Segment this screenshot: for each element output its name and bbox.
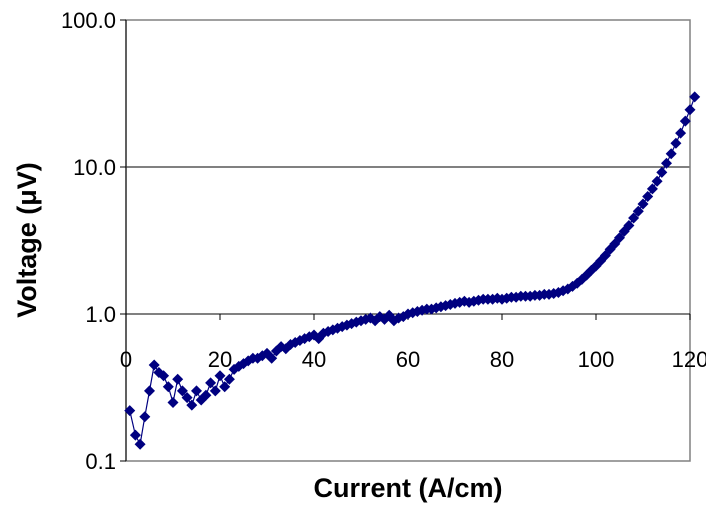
data-point — [665, 148, 677, 160]
data-point — [219, 381, 231, 393]
data-point — [646, 183, 658, 195]
data-point — [661, 157, 672, 169]
y-tick-label: 0.1 — [85, 449, 116, 474]
data-point — [144, 385, 155, 397]
data-point — [148, 359, 160, 371]
data-point — [176, 385, 188, 397]
data-point — [205, 377, 217, 389]
data-point — [167, 397, 179, 409]
x-tick-label: 40 — [302, 347, 326, 372]
data-point — [675, 127, 687, 139]
data-point — [191, 385, 202, 397]
y-tick-label: 1.0 — [85, 302, 116, 327]
data-point — [214, 370, 226, 382]
data-point — [679, 115, 691, 127]
x-axis-title: Current (A/cm) — [313, 473, 502, 503]
data-point — [651, 175, 663, 187]
data-point — [266, 352, 278, 364]
x-tick-label: 0 — [120, 347, 132, 372]
data-point — [158, 370, 170, 382]
y-axis-title: Voltage (μV) — [12, 162, 42, 318]
data-point — [186, 399, 198, 411]
x-tick-label: 20 — [208, 347, 232, 372]
data-point — [642, 190, 654, 202]
data-point — [129, 429, 141, 441]
data-point — [139, 411, 151, 423]
data-series — [124, 91, 701, 450]
data-point — [632, 205, 644, 217]
data-point — [209, 385, 221, 397]
data-point — [637, 198, 649, 210]
data-point — [181, 392, 193, 404]
y-tick-label: 100.0 — [61, 8, 116, 33]
data-point — [162, 381, 174, 393]
data-point — [670, 137, 682, 149]
y-tick-label: 10.0 — [73, 155, 116, 180]
x-tick-label: 120 — [672, 347, 706, 372]
tick-labels: 0.1 1.0 10.0 100.0 0 20 40 60 80 100 120 — [61, 8, 706, 474]
data-point — [172, 373, 184, 385]
data-point — [623, 219, 635, 231]
data-point — [124, 405, 136, 417]
data-point — [684, 104, 696, 116]
x-tick-label: 100 — [578, 347, 615, 372]
data-point — [614, 232, 625, 244]
data-point — [223, 373, 235, 385]
data-point — [656, 166, 668, 178]
data-point — [618, 225, 630, 237]
data-point — [134, 438, 146, 450]
x-tick-label: 80 — [490, 347, 514, 372]
data-point — [689, 91, 701, 103]
data-point — [200, 389, 212, 401]
x-tick-label: 60 — [396, 347, 420, 372]
data-point — [628, 212, 640, 224]
